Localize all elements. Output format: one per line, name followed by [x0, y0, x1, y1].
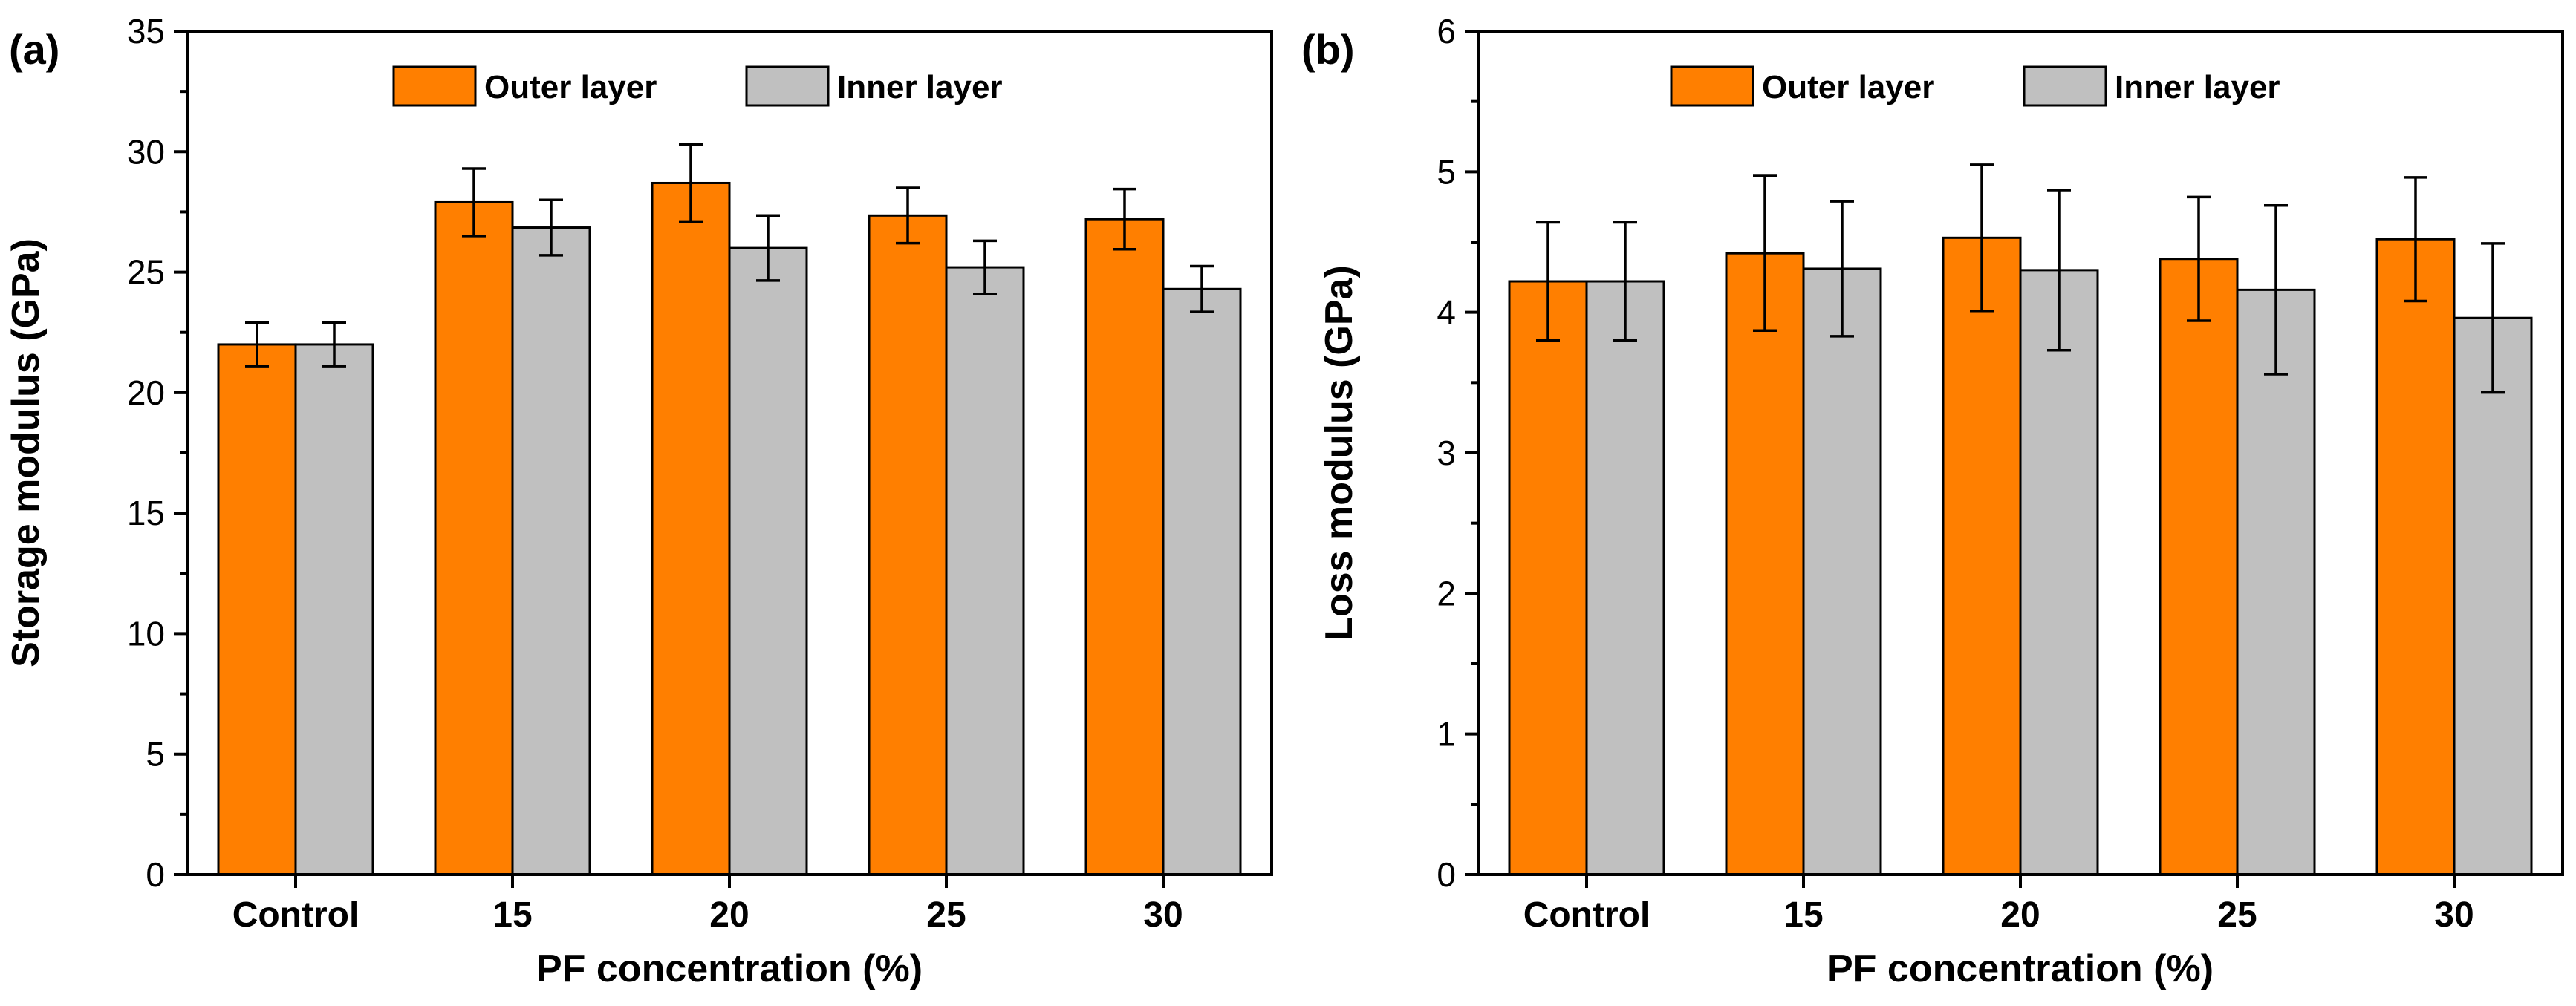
panel-label: (b) [1301, 26, 1355, 73]
bar-inner-layer-30 [1162, 287, 1242, 876]
bar-inner-layer-15 [1802, 267, 1882, 876]
y-tick-label: 0 [146, 855, 165, 894]
y-axis-title: Storage modulus (GPa) [4, 238, 48, 667]
y-tick-label: 10 [127, 614, 165, 653]
y-tick-label: 3 [1437, 434, 1456, 472]
y-tick-label: 30 [127, 132, 165, 171]
x-tick-label-30: 30 [1143, 895, 1183, 935]
panel-b-loss-modulus: 0 1 2 3 4 5 6 Control 15 20 25 30 PF concentration (… [1301, 12, 2564, 990]
bar-outer-layer-control [1508, 280, 1588, 876]
x-tick-label-30: 30 [2434, 895, 2473, 935]
legend-label-inner-layer: Inner layer [837, 69, 1003, 105]
legend-label-inner-layer: Inner layer [2115, 69, 2280, 105]
legend-swatch-inner-layer [2023, 65, 2107, 107]
y-tick-label: 20 [127, 373, 165, 412]
legend-label-outer-layer: Outer layer [484, 69, 657, 105]
panel-a-storage-modulus: 0 5 10 15 20 25 30 35 Control 15 20 25 30 PF concentr… [4, 12, 1273, 990]
x-tick-label-15: 15 [492, 895, 532, 935]
bar-inner-layer-15 [511, 226, 591, 876]
bar-outer-layer-30 [1084, 218, 1165, 876]
bar-inner-layer-20 [2019, 269, 2099, 876]
y-tick-label: 5 [1437, 152, 1456, 191]
bar-outer-layer-30 [2375, 238, 2456, 876]
bar-outer-layer-25 [868, 214, 948, 876]
x-axis-title: PF concentration (%) [1827, 947, 2214, 990]
bar-outer-layer-20 [1942, 236, 2022, 876]
y-tick-label: 0 [1437, 855, 1456, 894]
legend-swatch-outer-layer [1670, 65, 1754, 107]
bar-inner-layer-25 [945, 266, 1025, 876]
y-axis-title: Loss modulus (GPa) [1318, 265, 1361, 641]
bar-inner-layer-20 [728, 246, 808, 876]
panel-label: (a) [9, 26, 59, 73]
x-tick-label-20: 20 [2000, 895, 2040, 935]
bar-inner-layer-30 [2453, 316, 2533, 876]
legend-swatch-inner-layer [745, 65, 830, 107]
bar-outer-layer-20 [651, 181, 731, 876]
bar-inner-layer-control [294, 343, 374, 876]
x-tick-label-25: 25 [2217, 895, 2257, 935]
y-tick-label: 25 [127, 253, 165, 292]
y-tick-label: 6 [1437, 12, 1456, 50]
x-tick-label-control: Control [1523, 895, 1650, 935]
bar-outer-layer-control [217, 343, 297, 876]
legend-label-outer-layer: Outer layer [1762, 69, 1934, 105]
y-tick-label: 5 [146, 735, 165, 774]
x-tick-label-25: 25 [926, 895, 966, 935]
y-tick-label: 2 [1437, 574, 1456, 613]
x-tick-label-20: 20 [709, 895, 749, 935]
x-tick-label-control: Control [232, 895, 360, 935]
bar-inner-layer-25 [2236, 288, 2316, 876]
x-tick-label-15: 15 [1783, 895, 1823, 935]
y-tick-label: 15 [127, 494, 165, 532]
y-tick-label: 1 [1437, 715, 1456, 754]
legend-swatch-outer-layer [392, 65, 477, 107]
y-tick-label: 4 [1437, 293, 1456, 332]
bar-outer-layer-15 [1725, 252, 1805, 876]
bar-inner-layer-control [1585, 280, 1665, 876]
y-tick-label: 35 [127, 12, 165, 50]
bar-outer-layer-25 [2159, 258, 2239, 876]
bar-outer-layer-15 [434, 200, 514, 876]
x-axis-title: PF concentration (%) [536, 947, 923, 990]
